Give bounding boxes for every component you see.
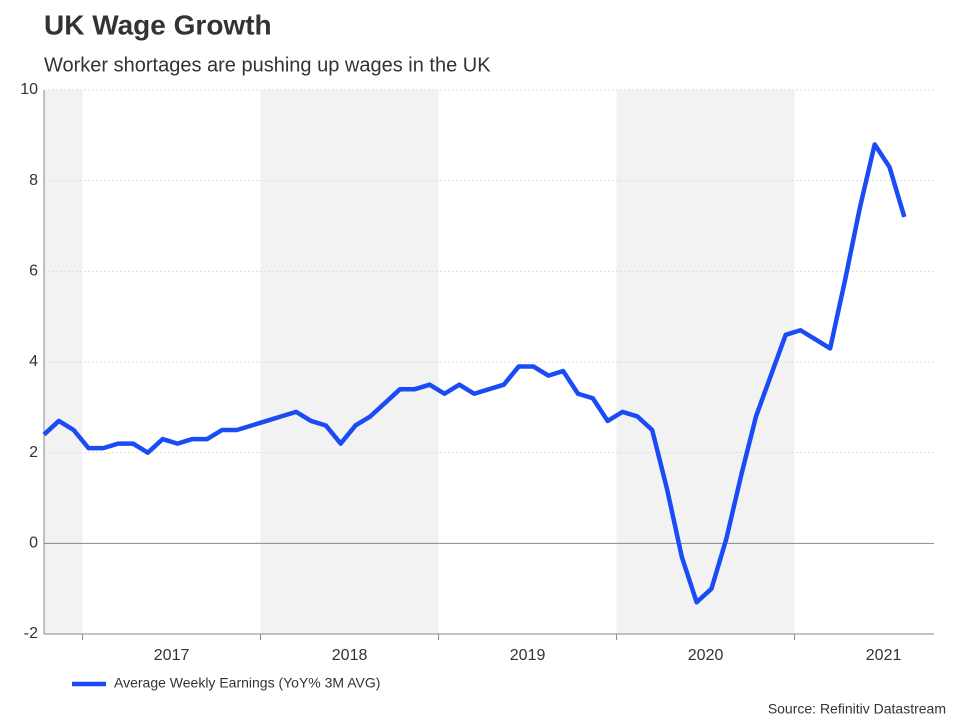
legend-label: Average Weekly Earnings (YoY% 3M AVG) xyxy=(114,675,380,691)
y-tick-label: -2 xyxy=(24,625,38,642)
chart-title: UK Wage Growth xyxy=(44,9,272,40)
x-tick-label: 2017 xyxy=(154,647,190,664)
y-tick-label: 0 xyxy=(29,535,38,552)
source: Source: Refinitiv Datastream xyxy=(768,701,946,717)
line xyxy=(42,142,907,605)
y-tick-label: 10 xyxy=(20,81,38,98)
y-tick-label: 2 xyxy=(29,444,38,461)
y-tick-label: 6 xyxy=(29,263,38,280)
x-tick-label: 2018 xyxy=(332,647,368,664)
x-tick-label: 2020 xyxy=(688,647,724,664)
y-tick-label: 8 xyxy=(29,172,38,189)
y-tick-label: 4 xyxy=(29,353,38,370)
chart-subtitle: Worker shortages are pushing up wages in… xyxy=(44,54,491,76)
x-tick-label: 2019 xyxy=(510,647,546,664)
x-tick-label: 2021 xyxy=(866,647,902,664)
